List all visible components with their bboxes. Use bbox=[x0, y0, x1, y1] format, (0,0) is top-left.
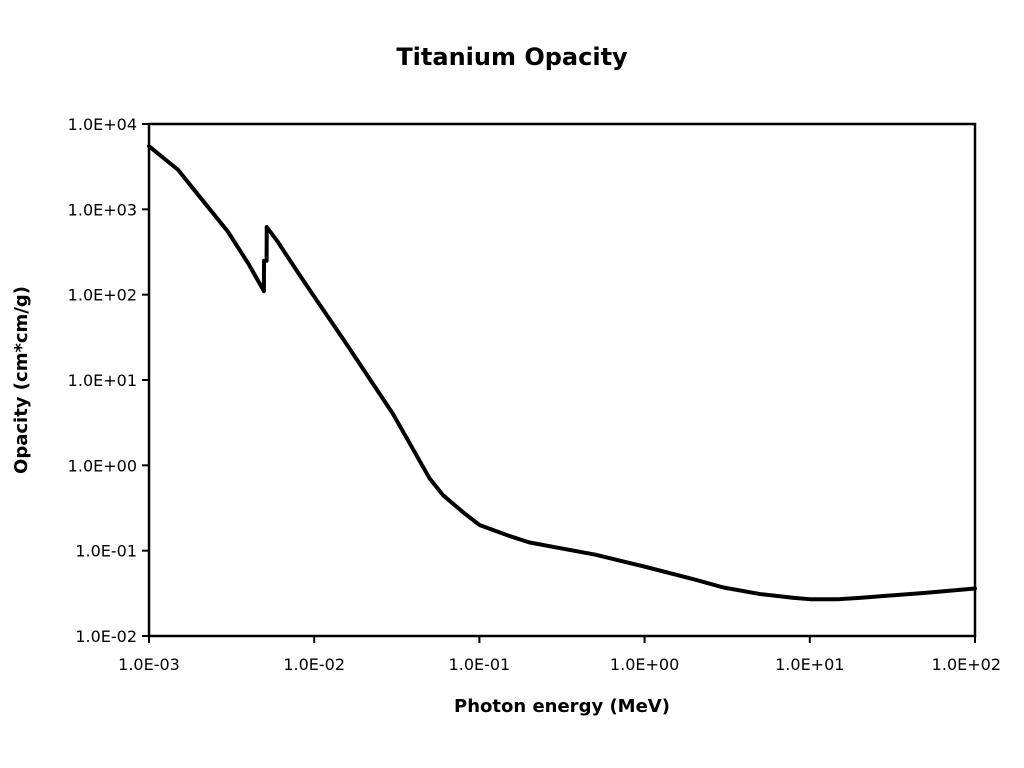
x-axis: 1.0E-03 1.0E-02 1.0E-01 1.0E+00 1.0E+01 1.0E+… bbox=[118, 636, 1001, 674]
y-axis: 1.0E-02 1.0E-01 1.0E+00 1.0E+01 1.0E+02 1.0E+… bbox=[68, 115, 149, 646]
x-axis-title: Photon energy (MeV) bbox=[454, 696, 670, 717]
y-tick-label: 1.0E-02 bbox=[75, 627, 137, 646]
y-tick-label: 1.0E+01 bbox=[68, 371, 137, 390]
x-tick-label: 1.0E+00 bbox=[610, 655, 679, 674]
x-tick-label: 1.0E-03 bbox=[118, 655, 180, 674]
chart-title: Titanium Opacity bbox=[396, 43, 628, 71]
x-tick-label: 1.0E-01 bbox=[449, 655, 511, 674]
series-layer bbox=[147, 144, 977, 602]
y-axis-title: Opacity (cm*cm/g) bbox=[11, 286, 32, 474]
x-tick-label: 1.0E+02 bbox=[932, 655, 1001, 674]
y-tick-label: 1.0E+00 bbox=[68, 456, 137, 475]
y-tick-label: 1.0E+03 bbox=[68, 200, 137, 219]
x-tick-label: 1.0E-02 bbox=[283, 655, 345, 674]
plot-area-frame bbox=[147, 122, 977, 638]
y-tick-label: 1.0E+02 bbox=[68, 286, 137, 305]
series-line-0 bbox=[147, 144, 977, 602]
y-tick-label: 1.0E+04 bbox=[68, 115, 137, 134]
x-tick-label: 1.0E+01 bbox=[775, 655, 844, 674]
y-tick-label: 1.0E-01 bbox=[75, 542, 137, 561]
